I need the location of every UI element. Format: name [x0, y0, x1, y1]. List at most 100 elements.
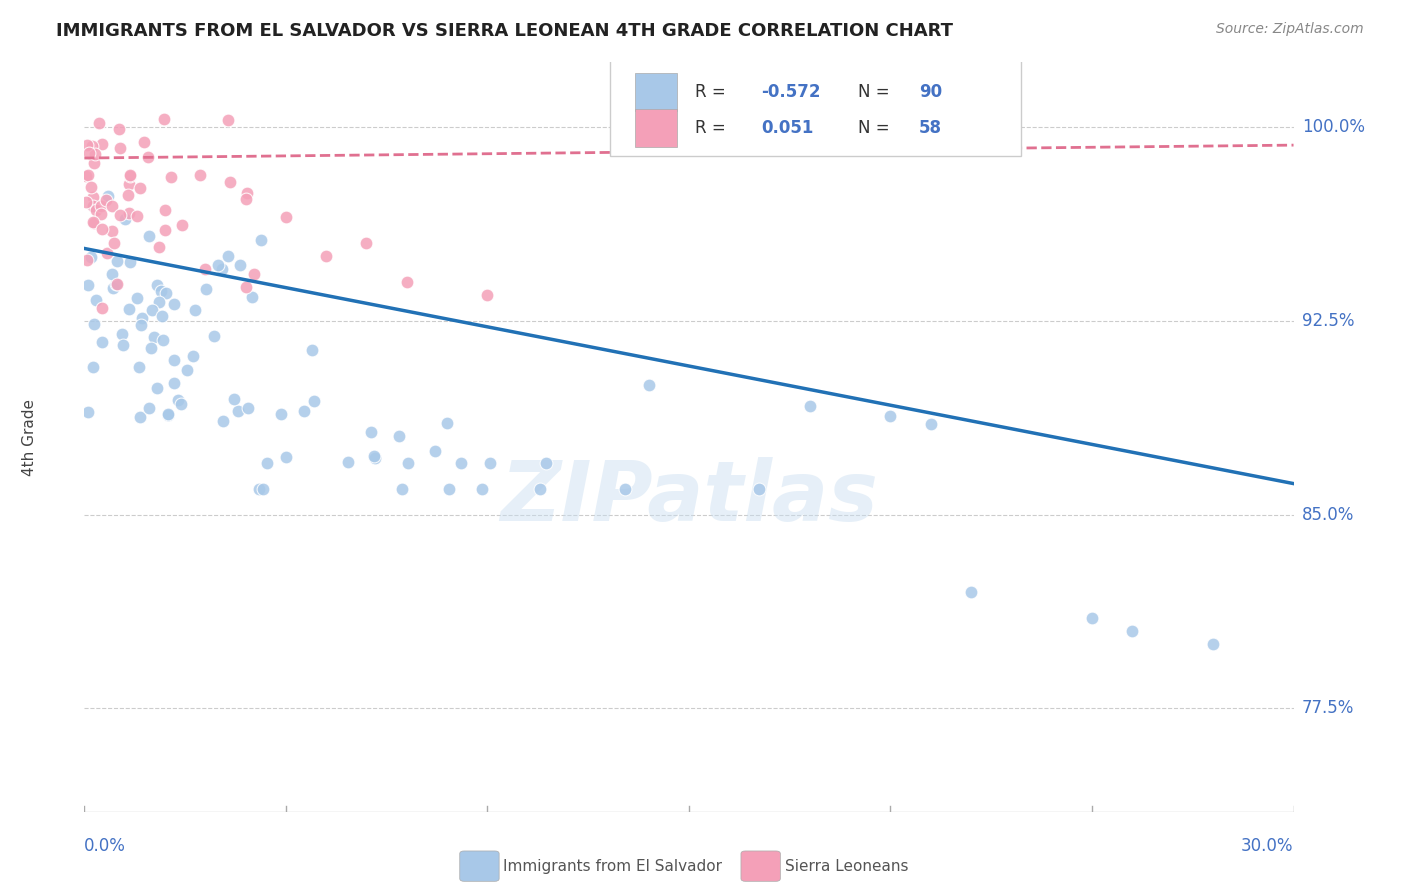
Point	[80, 250, 103, 264]
Point	[117, 188, 139, 202]
Point	[103, 281, 125, 295]
Point	[388, 429, 411, 443]
Point	[301, 343, 323, 357]
Text: 30.0%: 30.0%	[1241, 837, 1294, 855]
Point	[477, 288, 499, 302]
Point	[120, 169, 142, 184]
Point	[141, 303, 163, 318]
Point	[226, 403, 249, 417]
Point	[90, 334, 112, 349]
Point	[236, 186, 259, 201]
Point	[450, 456, 472, 470]
Text: Sierra Leoneans: Sierra Leoneans	[785, 859, 908, 873]
Point	[219, 176, 242, 190]
Point	[167, 393, 190, 408]
Text: 85.0%: 85.0%	[1302, 506, 1354, 524]
Point	[235, 280, 257, 294]
Point	[1081, 611, 1104, 625]
Point	[212, 414, 235, 428]
Point	[138, 401, 160, 415]
Point	[118, 206, 141, 220]
Point	[150, 310, 173, 324]
Point	[152, 333, 174, 347]
Text: 58: 58	[918, 119, 942, 137]
Text: 100.0%: 100.0%	[1302, 118, 1365, 136]
Point	[163, 297, 186, 311]
Point	[84, 293, 107, 307]
Point	[129, 180, 152, 194]
Point	[243, 267, 266, 281]
Point	[79, 180, 101, 194]
Point	[153, 112, 176, 126]
Point	[315, 249, 337, 263]
Point	[163, 376, 186, 390]
Point	[391, 482, 413, 496]
Point	[82, 214, 104, 228]
Text: 0.0%: 0.0%	[84, 837, 127, 855]
Point	[108, 208, 131, 222]
Point	[114, 211, 136, 226]
Point	[879, 409, 901, 424]
Point	[425, 444, 447, 458]
Point	[91, 222, 114, 236]
FancyBboxPatch shape	[610, 51, 1022, 156]
Point	[87, 116, 110, 130]
Bar	[634, 109, 676, 147]
Point	[176, 363, 198, 377]
Point	[76, 168, 98, 182]
Point	[637, 378, 659, 392]
Point	[129, 409, 152, 424]
Text: Immigrants from El Salvador: Immigrants from El Salvador	[503, 859, 723, 873]
Point	[76, 253, 98, 268]
Point	[77, 278, 100, 293]
Point	[96, 246, 118, 260]
Point	[356, 236, 378, 251]
Point	[129, 318, 152, 332]
Point	[111, 326, 134, 341]
Point	[79, 146, 101, 161]
Point	[118, 168, 141, 182]
Point	[153, 202, 176, 217]
Point	[157, 407, 180, 421]
Point	[236, 401, 259, 416]
Point	[101, 198, 124, 212]
Point	[478, 456, 501, 470]
Point	[270, 407, 292, 421]
Point	[157, 408, 180, 422]
Point	[131, 310, 153, 325]
Point	[274, 450, 297, 465]
Text: R =: R =	[695, 83, 731, 101]
Point	[82, 360, 104, 375]
Point	[83, 317, 105, 331]
Text: 0.051: 0.051	[762, 119, 814, 137]
Point	[112, 338, 135, 352]
Point	[194, 262, 217, 277]
Point	[138, 228, 160, 243]
Point	[195, 282, 218, 296]
Point	[82, 199, 104, 213]
Point	[436, 416, 458, 430]
Point	[1121, 624, 1143, 638]
Point	[84, 202, 107, 217]
Point	[107, 277, 129, 291]
Point	[169, 397, 191, 411]
Point	[83, 156, 105, 170]
Point	[360, 425, 382, 439]
Text: 4th Grade: 4th Grade	[22, 399, 38, 475]
Point	[250, 233, 273, 247]
Point	[247, 482, 270, 496]
Point	[139, 341, 162, 355]
Point	[82, 199, 104, 213]
Point	[118, 302, 141, 317]
Point	[240, 290, 263, 304]
Point	[181, 349, 204, 363]
Point	[229, 258, 252, 272]
Point	[108, 121, 131, 136]
Point	[110, 141, 132, 155]
Point	[217, 113, 239, 128]
Point	[76, 138, 98, 153]
Point	[207, 258, 229, 272]
Point	[125, 209, 148, 223]
Point	[153, 223, 176, 237]
Point	[105, 254, 128, 268]
